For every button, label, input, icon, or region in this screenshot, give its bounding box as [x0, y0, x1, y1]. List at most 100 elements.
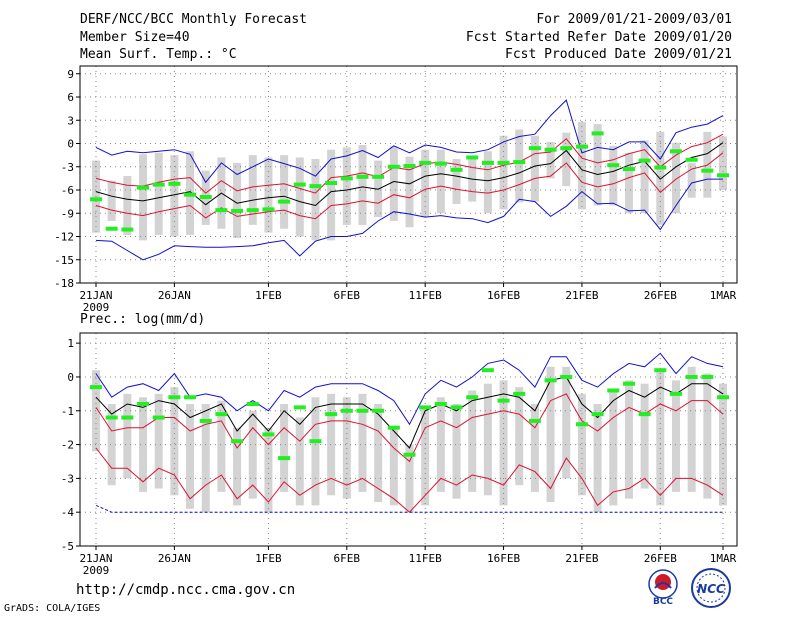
x-tick-label: 1FEB	[255, 552, 282, 565]
box	[656, 370, 665, 506]
x-year-label: 2009	[83, 564, 110, 577]
box	[671, 380, 680, 492]
forecast-marker	[717, 395, 729, 400]
plot-frame	[79, 65, 738, 284]
forecast-marker	[544, 378, 557, 383]
x-tick-label: 26JAN	[158, 552, 191, 565]
forecast-marker	[309, 439, 322, 444]
box	[123, 176, 132, 235]
box	[139, 397, 148, 492]
forecast-marker	[575, 144, 588, 149]
box	[687, 366, 696, 492]
box	[452, 159, 461, 204]
box	[233, 162, 242, 239]
y-tick-label: -1	[61, 405, 74, 418]
x-tick-label: 16FEB	[487, 552, 520, 565]
box	[703, 373, 712, 499]
forecast-marker	[340, 408, 353, 413]
box	[421, 149, 430, 218]
forecast-marker	[184, 395, 197, 400]
source-url[interactable]: http://cmdp.ncc.cma.gov.cn	[76, 582, 296, 598]
box	[577, 393, 586, 496]
box	[468, 390, 477, 492]
chart-title: DERF/NCC/BCC Monthly Forecast	[80, 12, 307, 27]
forecast-marker	[184, 192, 197, 197]
box	[436, 149, 445, 214]
box	[483, 383, 492, 496]
forecast-marker	[560, 146, 573, 151]
panel-precipitation: 1 0 -1 -2 -3 -4 -5 21JAN 26JAN 1FEB 6FEB 11FEB 16FEB…	[61, 312, 738, 577]
forecast-marker	[90, 385, 102, 390]
box	[107, 180, 116, 221]
box	[233, 427, 242, 506]
forecast-marker	[293, 405, 306, 410]
x-tick-label: 1MAR	[710, 552, 737, 565]
forecast-marker	[654, 368, 667, 373]
box	[499, 380, 508, 506]
forecast-marker	[262, 432, 275, 437]
forecast-marker	[356, 408, 369, 413]
forecast-marker	[387, 425, 400, 430]
forecast-marker	[372, 408, 385, 413]
x-tick-label: 1MAR	[710, 289, 737, 302]
box	[640, 140, 649, 214]
box	[421, 407, 430, 506]
x-tick-label: 11FEB	[409, 552, 442, 565]
y-tick-label: 0	[67, 371, 74, 384]
forecast-marker	[387, 164, 400, 169]
forecast-marker	[419, 160, 432, 165]
x-tick-label: 6FEB	[334, 289, 361, 302]
box	[311, 159, 320, 241]
y-tick-label: -2	[61, 439, 74, 452]
forecast-marker	[246, 208, 259, 213]
box	[186, 404, 195, 509]
box	[687, 162, 696, 198]
box	[515, 129, 524, 203]
box	[593, 404, 602, 513]
forecast-marker	[544, 147, 557, 152]
forecast-marker	[466, 155, 479, 160]
box	[389, 146, 398, 221]
box	[327, 149, 336, 241]
forecast-marker	[434, 402, 447, 406]
inner-upper-line	[95, 393, 724, 463]
box	[311, 397, 320, 506]
forecast-marker	[168, 395, 181, 400]
forecast-marker	[340, 176, 353, 181]
y-tick-label: -4	[61, 506, 75, 519]
box	[577, 121, 586, 210]
box	[264, 157, 273, 233]
box	[719, 136, 727, 190]
box	[358, 145, 367, 225]
box	[295, 157, 304, 237]
box	[280, 404, 289, 492]
forecast-marker	[199, 418, 212, 423]
box	[624, 152, 633, 214]
bcc-logo: BCC	[648, 569, 678, 607]
box	[342, 397, 351, 499]
box	[154, 393, 163, 489]
ncc-logo: NCC	[691, 568, 731, 608]
forecast-marker	[372, 174, 385, 179]
variable-label: Mean Surf. Temp.: °C	[80, 47, 237, 62]
forecast-marker	[231, 208, 244, 213]
y-tick-label: 9	[67, 68, 74, 81]
x-tick-label: 26FEB	[644, 552, 677, 565]
box	[201, 404, 210, 513]
ncc-logo-text: NCC	[697, 582, 725, 596]
forecast-marker	[622, 167, 635, 172]
plot-frame	[79, 332, 738, 547]
x-tick-label: 21JAN	[79, 552, 112, 565]
forecast-marker	[168, 181, 181, 186]
forecast-marker	[528, 418, 541, 423]
forecast-marker	[137, 185, 150, 190]
box	[719, 383, 727, 506]
forecast-marker	[309, 184, 322, 189]
forecast-marker	[607, 163, 620, 168]
x-year-label: 2009	[83, 301, 110, 314]
forecast-marker	[591, 412, 604, 417]
forecast-marker	[293, 182, 306, 187]
y-tick-label: 0	[67, 138, 74, 151]
box	[530, 404, 539, 492]
box	[170, 155, 179, 237]
